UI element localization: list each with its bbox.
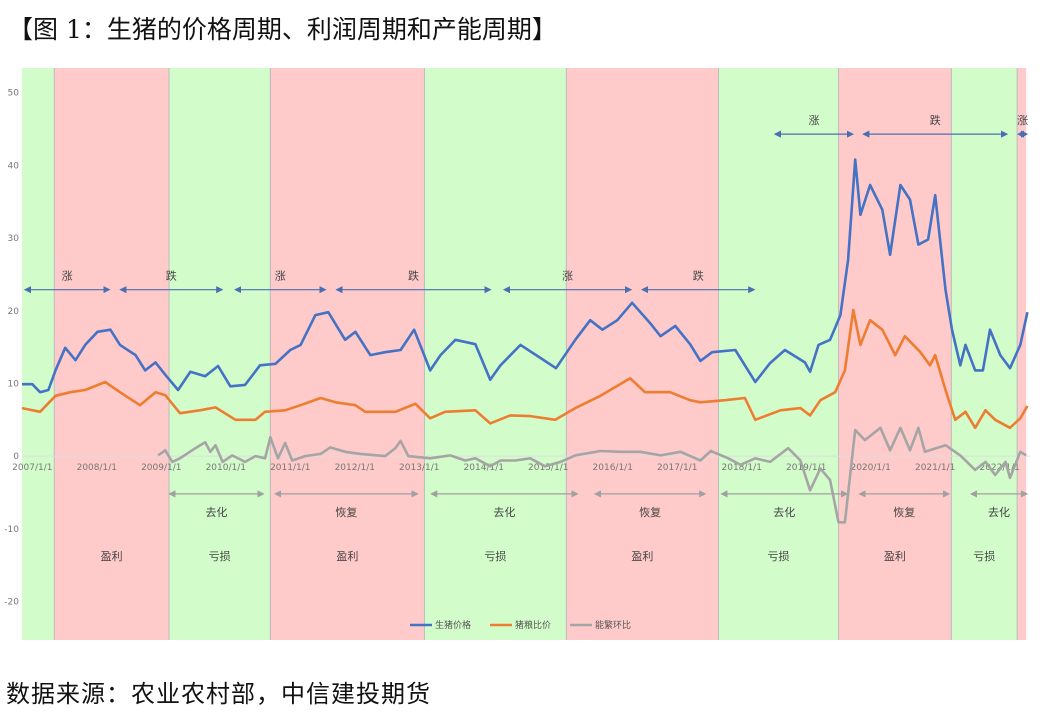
band-profit bbox=[1017, 68, 1027, 640]
price_cycle_arrows-label: 跌 bbox=[166, 269, 177, 283]
x-tick-label: 2012/1/1 bbox=[335, 463, 375, 473]
capacity_cycle_arrows-label: 去化 bbox=[988, 505, 1010, 519]
series-line-ratio bbox=[21, 308, 1029, 430]
x-tick-label: 2015/1/1 bbox=[528, 463, 568, 473]
y-tick-label: -10 bbox=[4, 525, 19, 535]
price_cycle_arrows-label: 跌 bbox=[930, 113, 941, 127]
x-tick-label: 2021/1/1 bbox=[915, 463, 955, 473]
price_cycle_arrows-label: 跌 bbox=[693, 269, 704, 283]
capacity_cycle_arrows-label: 去化 bbox=[493, 505, 515, 519]
capacity_cycle_arrows-label: 恢复 bbox=[639, 505, 661, 519]
series-line-price bbox=[22, 158, 1029, 394]
x-tick-label: 2019/1/1 bbox=[786, 463, 826, 473]
capacity_cycle_arrows-label: 去化 bbox=[773, 505, 795, 519]
band-label-profit: 盈利 bbox=[884, 550, 906, 563]
y-tick-label: -20 bbox=[4, 597, 19, 607]
band-label-loss: 亏损 bbox=[973, 549, 995, 563]
price_cycle_arrows-label: 涨 bbox=[562, 270, 573, 283]
x-tick-label: 2008/1/1 bbox=[77, 463, 117, 473]
band-profit bbox=[270, 68, 425, 640]
x-tick-label: 2020/1/1 bbox=[850, 463, 890, 473]
band-label-loss: 亏损 bbox=[209, 549, 231, 563]
y-tick-label: 0 bbox=[13, 452, 19, 462]
x-tick-label: 2013/1/1 bbox=[399, 463, 439, 473]
series-lines bbox=[21, 158, 1029, 524]
price_cycle_arrows-label: 跌 bbox=[408, 269, 419, 283]
capacity_cycle_arrows-label: 恢复 bbox=[335, 505, 357, 519]
x-tick-label: 2009/1/1 bbox=[141, 463, 181, 473]
x-tick-label: 2017/1/1 bbox=[657, 463, 697, 473]
data-source-note: 数据来源：农业农村部，中信建投期货 bbox=[6, 680, 431, 708]
band-label-loss: 亏损 bbox=[484, 549, 506, 563]
band-label-profit: 盈利 bbox=[336, 550, 358, 563]
band-profit bbox=[566, 68, 719, 640]
band-label-profit: 盈利 bbox=[631, 550, 653, 563]
x-tick-label: 2016/1/1 bbox=[593, 463, 633, 473]
cycle-bands bbox=[22, 68, 1027, 640]
band-loss bbox=[169, 68, 271, 640]
band-loss bbox=[424, 68, 567, 640]
band-label-profit: 盈利 bbox=[101, 550, 123, 563]
legend-label: 生猪价格 bbox=[435, 619, 471, 631]
y-tick-label: 30 bbox=[8, 234, 20, 244]
price_cycle_arrows-label: 涨 bbox=[808, 114, 819, 127]
x-tick-label: 2014/1/1 bbox=[464, 463, 504, 473]
legend-label: 能繁环比 bbox=[595, 619, 631, 631]
price_cycle_arrows-label: 涨 bbox=[275, 270, 286, 283]
price_cycle_arrows-label: 涨 bbox=[1017, 114, 1028, 127]
legend-label: 猪粮比价 bbox=[515, 619, 551, 631]
y-tick-label: 10 bbox=[8, 379, 20, 389]
y-tick-label: 20 bbox=[8, 307, 20, 317]
figure-title: 【图 1：生猪的价格周期、利润周期和产能周期】 bbox=[8, 15, 557, 44]
x-tick-label: 2007/1/1 bbox=[12, 463, 52, 473]
x-tick-label: 2018/1/1 bbox=[722, 463, 762, 473]
band-label-loss: 亏损 bbox=[767, 549, 789, 563]
capacity_cycle_arrows-label: 恢复 bbox=[893, 505, 915, 519]
y-tick-label: 50 bbox=[8, 89, 20, 99]
series-line-capacity bbox=[157, 426, 1027, 524]
legend: 生猪价格 猪粮比价 能繁环比 bbox=[410, 619, 631, 631]
x-tick-label: 2010/1/1 bbox=[206, 463, 246, 473]
capacity_cycle_arrows-label: 去化 bbox=[205, 505, 227, 519]
band-loss bbox=[22, 68, 55, 640]
cycle-annotations: 盈利 亏损 盈利 亏损 盈利 亏损 盈利 亏损涨跌涨跌涨跌涨跌涨去化 恢复 去化 恢复 去化 恢复 去化 bbox=[23, 113, 1029, 563]
x-tick-label: 2011/1/1 bbox=[270, 463, 310, 473]
band-profit bbox=[54, 68, 170, 640]
price_cycle_arrows-label: 涨 bbox=[62, 270, 73, 283]
y-tick-label: 40 bbox=[8, 161, 20, 171]
